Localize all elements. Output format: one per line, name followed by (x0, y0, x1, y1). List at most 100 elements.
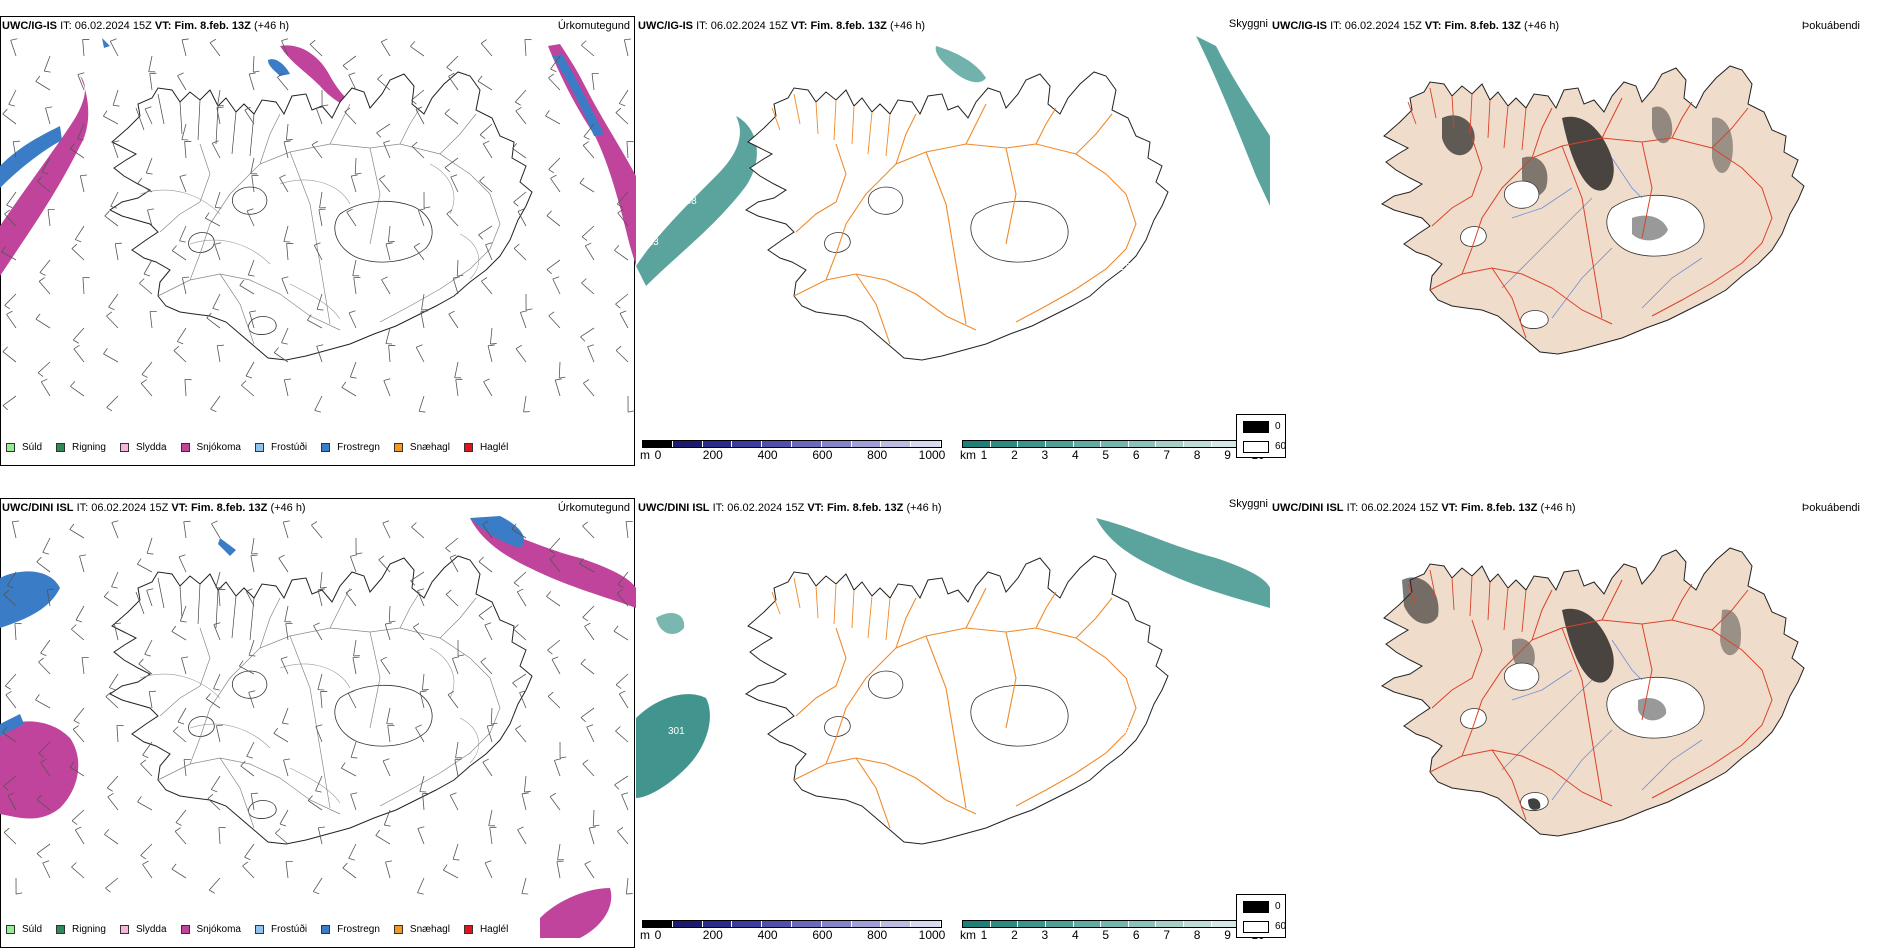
wind-barb (109, 89, 122, 108)
wind-barb (584, 723, 597, 743)
wind-barb (612, 624, 629, 645)
scale-tick-label: 5 (1102, 928, 1110, 942)
wind-barb (374, 828, 391, 849)
wind-barb (483, 809, 498, 829)
wind-barb (449, 376, 466, 397)
wind-barb (314, 571, 329, 591)
wind-barb (39, 638, 51, 657)
colorbar-segment (911, 921, 941, 927)
wind-barb (139, 758, 153, 779)
ceiling-scale: m 0 200 400 600 800 1000 (640, 440, 945, 462)
wind-barb (39, 258, 51, 277)
precip-legend-label: Haglél (479, 442, 509, 453)
wind-barb (347, 361, 359, 380)
wind-barb (143, 308, 160, 329)
wind-barb (1, 392, 17, 412)
colorbar-segment (1073, 921, 1102, 927)
panel-title: UWC/IG-IS IT: 06.02.2024 15Z VT: Fim. 8.… (1272, 20, 1560, 32)
wind-barb (71, 807, 85, 826)
wind-barb (550, 656, 562, 675)
wind-barb (101, 108, 119, 129)
panel-name-fog: Þokuábendi (1801, 502, 1860, 514)
precip-legend-label: Snæhagl (409, 924, 450, 935)
wind-barb (582, 140, 595, 160)
scale-unit: km (960, 448, 976, 462)
snow-area (548, 44, 636, 266)
wind-barb (74, 71, 88, 91)
wind-barb (584, 343, 598, 363)
wind-barb (75, 654, 92, 675)
wind-barb (142, 860, 153, 879)
visibility-value-label: 548 (680, 196, 697, 207)
precip-map-frame (0, 498, 635, 948)
colorbar-segment (1128, 921, 1157, 927)
ceiling-ticks: m 0 200 400 600 800 1000 (640, 448, 945, 462)
wind-barb (348, 537, 365, 557)
precip-legend-label: Frostregn (337, 924, 380, 935)
wind-barb (73, 706, 85, 725)
colorbar-segment (881, 921, 912, 927)
wind-barb (341, 52, 357, 72)
precip-legend: Súld Rigning Slydda Snjókoma Frostúði Frostre… (6, 442, 522, 453)
wind-barb (444, 534, 459, 554)
precip-legend-item: Frostregn (321, 924, 380, 935)
wind-barb (34, 74, 51, 95)
precip-legend-swatch (6, 443, 15, 452)
wind-barb (614, 107, 629, 127)
wind-barb (177, 518, 194, 539)
colorbar-segment (963, 441, 991, 447)
visibility-map: 548 313 280 (636, 36, 1270, 361)
panel-title: UWC/IG-IS IT: 06.02.2024 15Z VT: Fim. 8.… (638, 20, 926, 32)
wind-barb (517, 36, 535, 57)
precip-legend-swatch (180, 443, 190, 452)
wind-barb (75, 274, 93, 295)
wind-barb (1, 107, 17, 128)
precip-legend-label: Rigning (72, 442, 106, 453)
wind-barb (210, 520, 221, 539)
colorbar-segment (1018, 921, 1046, 927)
fog-panel-row2: UWC/DINI ISL IT: 06.02.2024 15Z VT: Fim.… (1236, 480, 1900, 950)
wind-barb (34, 312, 51, 333)
wind-barb (3, 291, 17, 310)
wind-barb (547, 72, 561, 93)
colorbar-segment (791, 441, 822, 447)
low-visibility-area (636, 116, 757, 286)
colorbar-segment (1184, 921, 1212, 927)
wind-barb (141, 740, 153, 759)
precip-legend-label: Súld (22, 924, 43, 935)
wind-barb (40, 104, 56, 125)
precip-legend-item: Haglél (463, 924, 508, 935)
wind-barb (72, 325, 85, 345)
precip-legend-label: Frostregn (337, 442, 380, 453)
wind-barb (8, 877, 25, 897)
scale-tick-label: 400 (757, 448, 778, 462)
fog-legend-swatch-bottom (1243, 921, 1269, 933)
precip-legend-item: Frostúði (254, 924, 307, 935)
precip-legend-swatch (321, 443, 331, 452)
wind-barb (244, 70, 260, 91)
scale-tick-label: 0 (654, 928, 662, 942)
freezing-rain-area (218, 538, 236, 556)
fog-legend-swatch-top (1243, 901, 1269, 913)
precip-legend-label: Slydda (135, 924, 167, 935)
wind-barb (618, 690, 629, 709)
wind-barb (514, 87, 527, 107)
visibility-map: 301 303 (636, 518, 1270, 845)
wind-barb (544, 589, 561, 610)
wind-barb (484, 327, 499, 347)
wind-barb (516, 309, 531, 329)
wind-barb (581, 758, 595, 778)
wind-barb (109, 240, 126, 261)
precip-legend-swatch (393, 443, 403, 452)
wind-barb (619, 36, 635, 57)
wind-barb (584, 860, 595, 879)
wind-barb (312, 877, 323, 895)
wind-barb (381, 342, 399, 363)
visibility-value-label: 280 (1120, 262, 1137, 273)
wind-barb (241, 860, 255, 881)
wind-barb (414, 343, 426, 363)
wind-barb (550, 376, 566, 397)
wind-barb (477, 555, 493, 576)
wind-barb (552, 361, 568, 381)
wind-barb (482, 859, 495, 879)
